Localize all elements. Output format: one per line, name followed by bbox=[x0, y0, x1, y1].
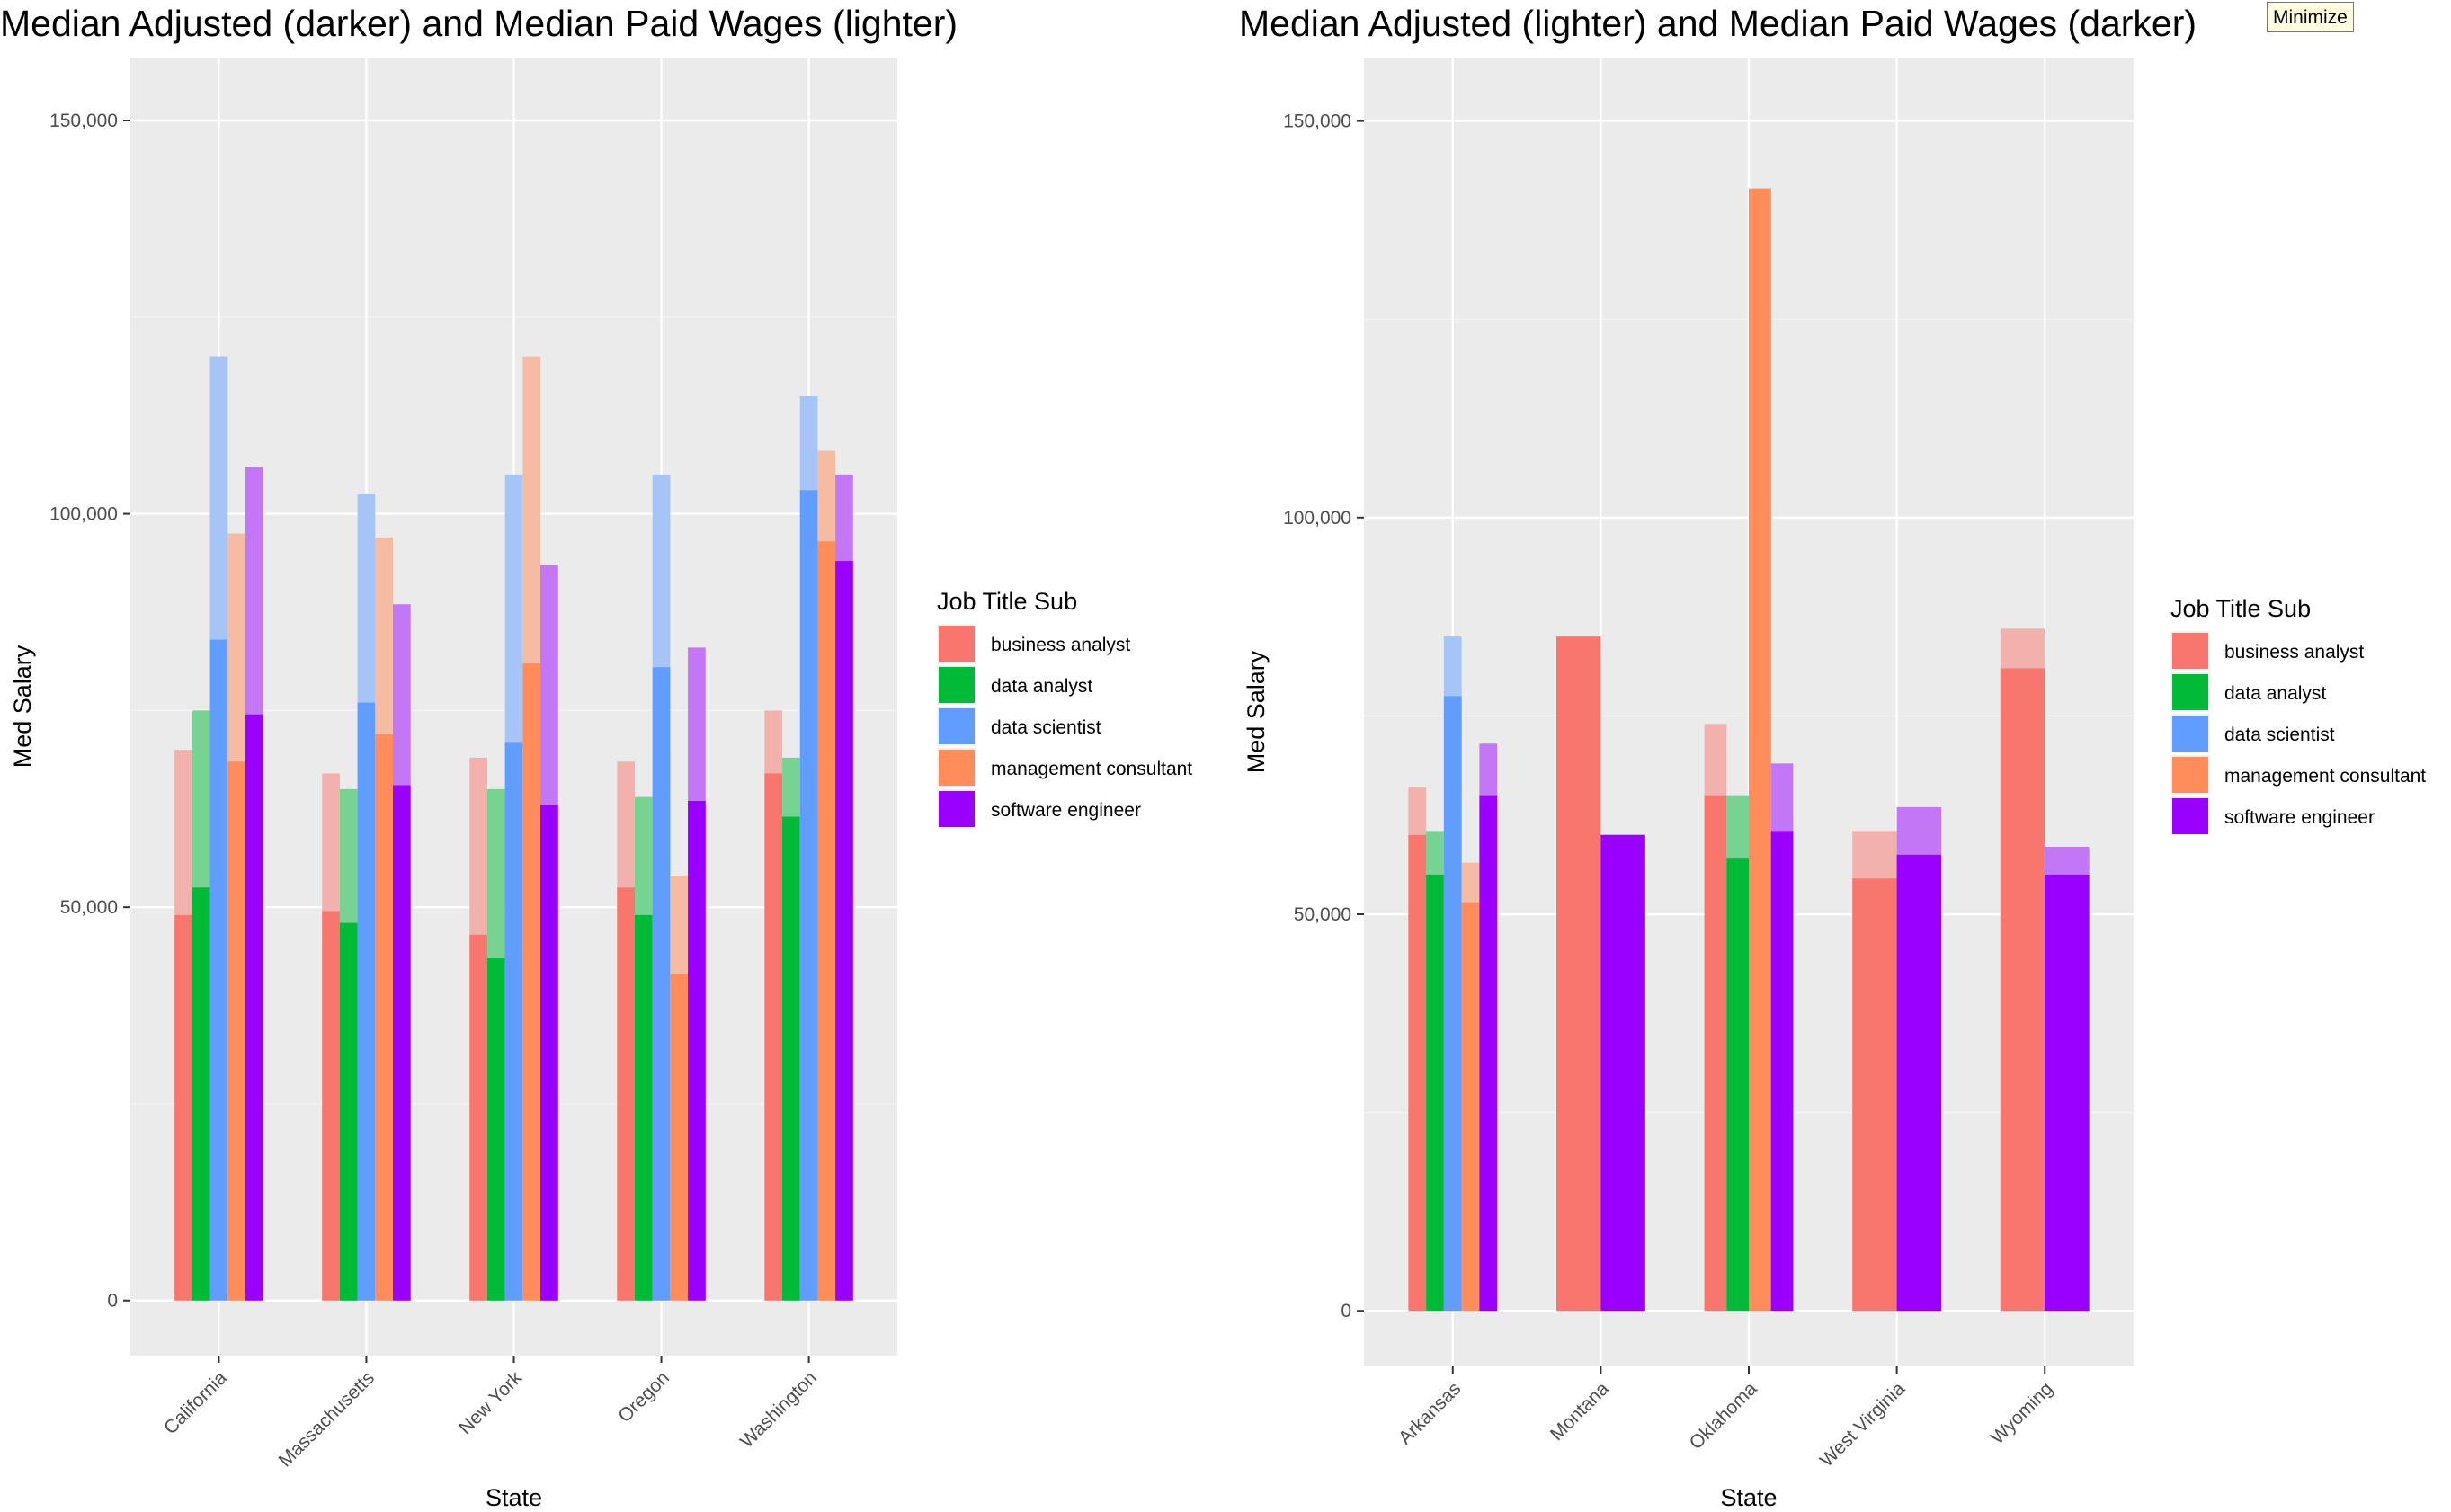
bar-dark-software-engineer bbox=[540, 805, 558, 1301]
bar-dark-software-engineer bbox=[1479, 795, 1498, 1312]
legend-entry: business analyst bbox=[991, 635, 1130, 655]
x-tick-label: West Virginia bbox=[1816, 1378, 1909, 1471]
legend-swatch bbox=[939, 626, 975, 662]
bar-dark-data-analyst bbox=[192, 887, 210, 1301]
chart-title: Median Adjusted (lighter) and Median Pai… bbox=[1239, 3, 2197, 44]
chart-1: 0 50,000 100,000 150,000 California Massachus… bbox=[0, 3, 1192, 1511]
bar-dark-business-analyst bbox=[1408, 834, 1427, 1312]
bar-dark-software-engineer bbox=[2045, 874, 2090, 1312]
bar-dark-data-scientist bbox=[357, 702, 376, 1301]
legend-entry: data analyst bbox=[2224, 683, 2326, 704]
legend-swatch bbox=[2172, 674, 2208, 710]
bar-dark-data-scientist bbox=[1443, 696, 1462, 1312]
bar-dark-data-scientist bbox=[209, 639, 228, 1301]
bar-dark-business-analyst bbox=[1704, 795, 1727, 1312]
legend-entry: software engineer bbox=[991, 800, 1141, 821]
y-tick-label: 0 bbox=[107, 1291, 118, 1312]
x-tick-label: Montana bbox=[1546, 1378, 1613, 1445]
legend-entry: software engineer bbox=[2224, 807, 2375, 828]
bar-dark-business-analyst bbox=[764, 773, 783, 1301]
legend-title: Job Title Sub bbox=[937, 588, 1077, 615]
y-tick-label: 150,000 bbox=[49, 111, 118, 131]
legend: Job Title Sub business analyst data analys… bbox=[2170, 595, 2426, 836]
bar-dark-business-analyst bbox=[2000, 668, 2045, 1312]
y-tick-label: 0 bbox=[1341, 1301, 1351, 1321]
x-tick-label: Washington bbox=[736, 1367, 821, 1452]
x-tick-label: California bbox=[160, 1367, 231, 1438]
y-tick-label: 150,000 bbox=[1283, 111, 1351, 132]
chart-2: 0 50,000 100,000 150,000 Arkansas Montana Okla… bbox=[1239, 3, 2426, 1511]
minimize-button[interactable]: Minimize bbox=[2267, 2, 2354, 32]
legend-entry: management consultant bbox=[2224, 766, 2426, 787]
y-axis-label: Med Salary bbox=[1243, 650, 1270, 773]
bar-dark-data-analyst bbox=[782, 816, 800, 1301]
bar-dark-software-engineer bbox=[688, 801, 706, 1301]
legend-swatch bbox=[939, 708, 975, 744]
x-axis-label: State bbox=[1720, 1484, 1777, 1511]
legend-entry: business analyst bbox=[2224, 642, 2364, 663]
bar-dark-software-engineer bbox=[245, 714, 263, 1301]
y-tick-label: 50,000 bbox=[60, 897, 118, 918]
x-tick-label: Massachusetts bbox=[275, 1367, 379, 1471]
legend-title: Job Title Sub bbox=[2170, 595, 2311, 622]
x-tick-label: Oklahoma bbox=[1686, 1378, 1761, 1454]
x-tick-label: Arkansas bbox=[1395, 1378, 1465, 1448]
bar-dark-data-scientist bbox=[799, 490, 818, 1301]
bar-dark-business-analyst bbox=[469, 934, 487, 1301]
bar-dark-software-engineer bbox=[1896, 854, 1941, 1312]
legend-swatch bbox=[2172, 716, 2208, 752]
legend-entry: data scientist bbox=[991, 717, 1101, 738]
legend-entry: data scientist bbox=[2224, 725, 2335, 745]
legend-swatch bbox=[2172, 757, 2208, 793]
legend: Job Title Sub business analyst data analys… bbox=[937, 588, 1192, 829]
bar-dark-management-consultant bbox=[227, 761, 245, 1301]
bar-dark-data-analyst bbox=[1426, 874, 1444, 1312]
bar-dark-business-analyst bbox=[617, 887, 636, 1301]
y-axis-label: Med Salary bbox=[9, 645, 36, 768]
x-tick-label: Oregon bbox=[614, 1367, 673, 1427]
bar-dark-business-analyst bbox=[322, 911, 340, 1301]
bar-dark-management-consultant bbox=[1749, 188, 1771, 1312]
y-tick-label: 50,000 bbox=[1294, 904, 1351, 925]
bar-dark-management-consultant bbox=[817, 541, 836, 1301]
y-tick-label: 100,000 bbox=[1283, 508, 1351, 529]
bar-dark-data-analyst bbox=[1726, 858, 1749, 1312]
legend-swatch bbox=[939, 750, 975, 786]
bar-dark-business-analyst bbox=[174, 914, 192, 1301]
bar-dark-management-consultant bbox=[375, 734, 393, 1301]
bar-dark-business-analyst bbox=[1852, 878, 1897, 1312]
x-tick-label: Wyoming bbox=[1987, 1378, 2057, 1448]
legend-swatch bbox=[2172, 633, 2208, 669]
bar-dark-software-engineer bbox=[1770, 831, 1794, 1312]
chart-title: Median Adjusted (darker) and Median Paid… bbox=[0, 3, 958, 44]
legend-entry: data analyst bbox=[991, 676, 1092, 697]
bar-dark-data-scientist bbox=[504, 742, 523, 1301]
bar-dark-software-engineer bbox=[835, 561, 853, 1301]
legend-swatch bbox=[939, 791, 975, 827]
legend-swatch bbox=[2172, 798, 2208, 834]
bar-dark-data-analyst bbox=[635, 914, 653, 1301]
bar-dark-data-analyst bbox=[339, 922, 358, 1301]
bar-dark-management-consultant bbox=[670, 974, 689, 1301]
legend-swatch bbox=[939, 667, 975, 703]
x-axis-label: State bbox=[486, 1484, 542, 1511]
bar-dark-management-consultant bbox=[1461, 902, 1480, 1312]
bar-dark-business-analyst bbox=[1556, 636, 1601, 1312]
x-tick-label: New York bbox=[455, 1367, 526, 1438]
bar-dark-management-consultant bbox=[522, 663, 541, 1301]
y-tick-label: 100,000 bbox=[49, 504, 118, 525]
bar-dark-software-engineer bbox=[1600, 834, 1645, 1312]
bar-dark-data-scientist bbox=[652, 667, 671, 1301]
bar-dark-data-analyst bbox=[486, 958, 505, 1301]
legend-entry: management consultant bbox=[991, 759, 1192, 779]
bar-dark-software-engineer bbox=[392, 785, 411, 1301]
